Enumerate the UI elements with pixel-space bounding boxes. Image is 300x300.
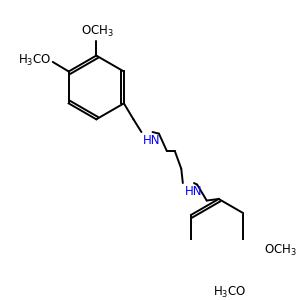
Text: H$_3$CO: H$_3$CO — [213, 285, 247, 300]
Text: H$_3$CO: H$_3$CO — [18, 53, 51, 68]
Text: OCH$_3$: OCH$_3$ — [264, 243, 297, 258]
Text: OCH$_3$: OCH$_3$ — [81, 24, 114, 39]
Text: HN: HN — [143, 134, 160, 147]
Text: HN: HN — [184, 184, 202, 198]
